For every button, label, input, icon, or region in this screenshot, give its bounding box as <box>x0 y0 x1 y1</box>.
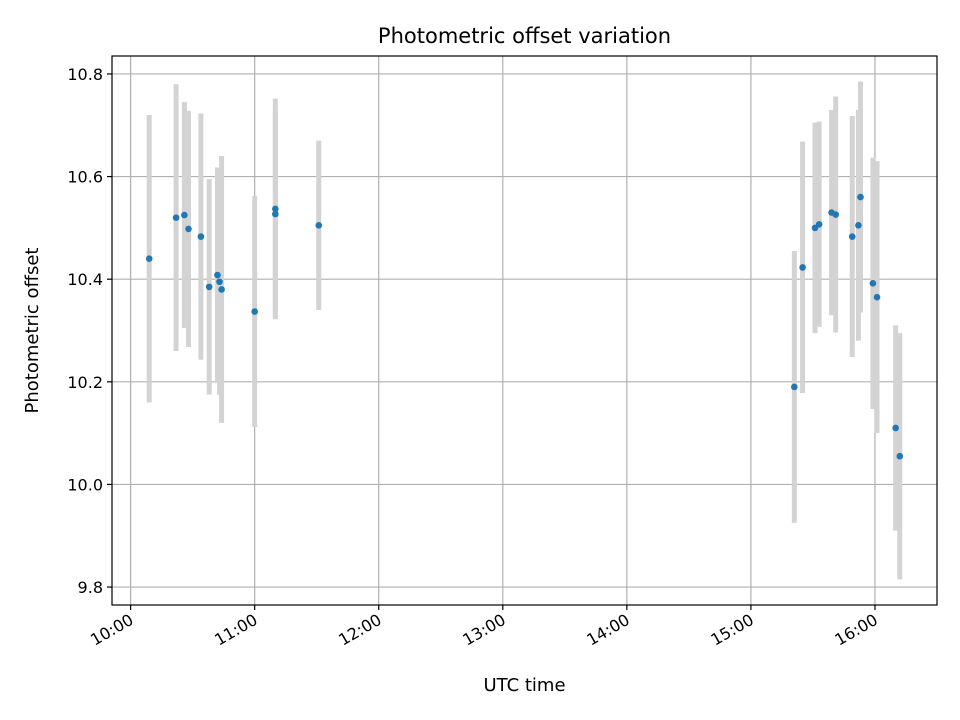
data-point <box>848 233 856 240</box>
x-axis-label: UTC time <box>483 675 565 696</box>
y-tick-label: 10.0 <box>67 475 103 494</box>
grid <box>112 56 937 605</box>
x-tick-label: 11:00 <box>211 610 260 650</box>
chart-title: Photometric offset variation <box>378 24 671 48</box>
data-point <box>855 222 862 229</box>
error-bars <box>146 81 903 580</box>
y-tick-label: 10.6 <box>67 168 103 187</box>
data-point <box>185 225 192 233</box>
data-point <box>181 211 188 219</box>
x-tick-label: 15:00 <box>707 610 756 650</box>
x-tick-label: 16:00 <box>832 610 881 650</box>
data-point <box>791 383 798 391</box>
data-point <box>869 279 877 287</box>
data-point <box>218 286 225 293</box>
data-point <box>892 424 899 432</box>
x-tick-label: 10:00 <box>87 610 136 650</box>
data-point <box>873 293 881 301</box>
data-point <box>896 452 904 460</box>
y-axis-label: Photometric offset <box>22 248 43 414</box>
x-tick-label: 14:00 <box>583 610 632 650</box>
y-tick-label: 10.8 <box>67 65 103 84</box>
data-point <box>172 214 180 221</box>
data-point <box>251 308 258 315</box>
data-point <box>315 222 323 229</box>
x-tick-label: 13:00 <box>459 610 508 650</box>
data-point <box>799 264 806 271</box>
y-tick-label: 10.4 <box>67 270 103 289</box>
y-tick-label: 9.8 <box>78 578 103 597</box>
plot-frame <box>111 55 938 606</box>
y-axis: 9.8 10.0 10.2 10.4 10.6 10.8 <box>67 65 112 597</box>
data-point <box>272 210 279 218</box>
data-point <box>815 220 823 228</box>
data-point <box>272 205 279 213</box>
y-tick-label: 10.2 <box>67 373 103 392</box>
data-point <box>857 193 864 201</box>
x-tick-label: 12:00 <box>335 610 384 650</box>
data-points <box>145 193 904 460</box>
data-point <box>214 271 221 279</box>
x-axis: 10:00 11:00 12:00 13:00 14:00 15:00 16:00 <box>87 605 881 650</box>
data-point <box>145 255 153 262</box>
data-point <box>832 211 839 218</box>
data-point <box>197 233 205 240</box>
data-point <box>205 283 213 291</box>
data-point <box>216 278 223 286</box>
